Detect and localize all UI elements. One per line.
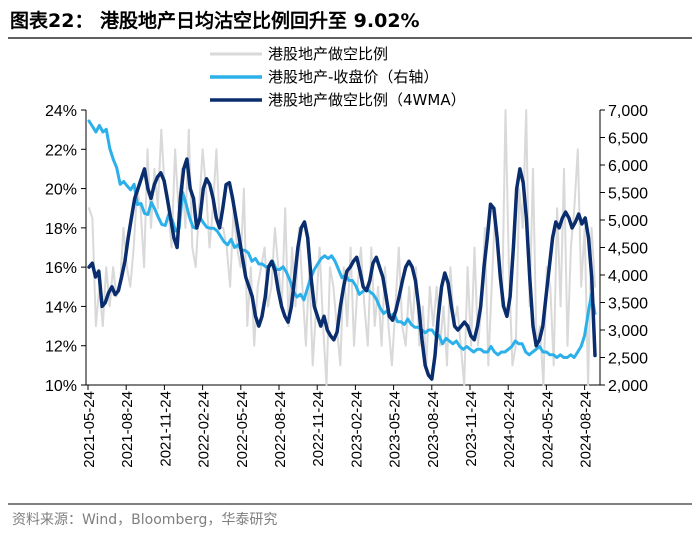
y-left-tick-label: 24% xyxy=(45,103,77,120)
x-tick-label: 2024-08-24 xyxy=(578,391,595,468)
y-right-tick-label: 4,500 xyxy=(608,241,648,258)
series-line-close-price xyxy=(87,119,597,359)
x-tick-label: 2023-11-24 xyxy=(463,391,480,467)
figure-title: 图表22： 港股地产日均沽空比例回升至 9.02% xyxy=(10,9,420,32)
x-tick-label: 2021-11-24 xyxy=(157,391,174,467)
y-right-tick-label: 6,000 xyxy=(608,158,648,175)
y-left-tick-label: 20% xyxy=(45,182,77,199)
y-right-tick-label: 7,000 xyxy=(608,103,648,120)
legend-label-4wma: 港股地产做空比例（4WMA） xyxy=(268,91,466,109)
x-tick-label: 2024-05-24 xyxy=(539,391,556,468)
y-left-tick-label: 22% xyxy=(45,142,77,159)
legend-label-short-ratio: 港股地产做空比例 xyxy=(268,45,388,63)
source-note: 资料来源：Wind，Bloomberg，华泰研究 xyxy=(12,512,277,528)
x-tick-label: 2021-08-24 xyxy=(119,391,136,468)
y-right-tick-label: 5,000 xyxy=(608,213,648,230)
y-right-tick-label: 2,000 xyxy=(608,378,648,395)
y-left-tick-label: 14% xyxy=(45,299,77,316)
y-right-tick-label: 2,500 xyxy=(608,351,648,368)
series-line-short-ratio-4wma xyxy=(87,157,597,381)
legend-label-close-price: 港股地产-收盘价（右轴） xyxy=(268,68,438,86)
y-left-tick-label: 18% xyxy=(45,221,77,238)
x-tick-label: 2022-05-24 xyxy=(234,391,251,468)
y-right-tick-label: 3,500 xyxy=(608,296,648,313)
x-tick-label: 2021-05-24 xyxy=(81,391,98,468)
x-tick-label: 2022-11-24 xyxy=(310,391,327,467)
y-right-tick-label: 5,500 xyxy=(608,186,648,203)
x-tick-label: 2023-08-24 xyxy=(425,391,442,468)
x-tick-label: 2023-02-24 xyxy=(348,391,365,468)
x-tick-label: 2024-02-24 xyxy=(501,391,518,468)
y-right-tick-label: 6,500 xyxy=(608,131,648,148)
y-right-tick-label: 3,000 xyxy=(608,323,648,340)
y-left-tick-label: 12% xyxy=(45,339,77,356)
y-left-tick-label: 10% xyxy=(45,378,77,395)
legend: 港股地产做空比例 港股地产-收盘价（右轴） 港股地产做空比例（4WMA） xyxy=(210,45,466,109)
x-tick-label: 2022-08-24 xyxy=(272,391,289,468)
x-tick-label: 2022-02-24 xyxy=(196,391,213,468)
y-right-tick-label: 4,000 xyxy=(608,268,648,285)
series-line-short-ratio xyxy=(88,109,596,386)
plot-area: 10% 12% 14% 16% 18% 20% 22% 24% 2,000 2,500 3,000 3… xyxy=(45,103,648,468)
y-left-tick-label: 16% xyxy=(45,260,77,277)
x-tick-label: 2023-05-24 xyxy=(387,391,404,468)
